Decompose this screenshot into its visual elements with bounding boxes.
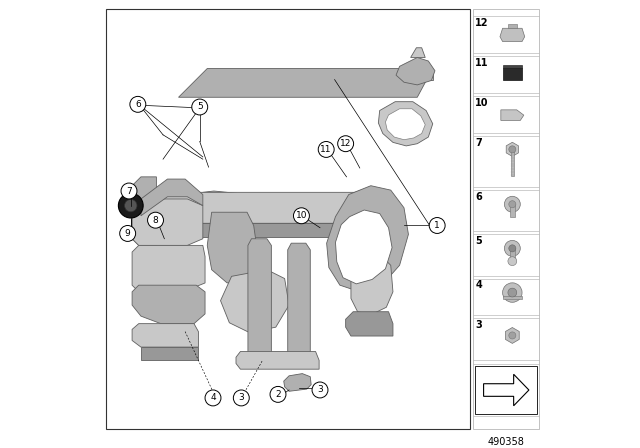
Circle shape	[294, 208, 309, 224]
Polygon shape	[284, 374, 311, 391]
Polygon shape	[203, 189, 406, 257]
Text: 3: 3	[239, 393, 244, 402]
Polygon shape	[288, 243, 310, 360]
Polygon shape	[346, 312, 393, 336]
Polygon shape	[351, 256, 393, 315]
Text: 11: 11	[321, 145, 332, 154]
Polygon shape	[132, 177, 156, 248]
Circle shape	[504, 196, 520, 212]
Bar	[502, 68, 522, 80]
Bar	[502, 65, 522, 68]
Bar	[472, 9, 539, 429]
Text: 3: 3	[317, 385, 323, 395]
Polygon shape	[141, 347, 198, 360]
Text: 4: 4	[475, 280, 482, 290]
Bar	[472, 234, 539, 276]
Polygon shape	[179, 69, 433, 97]
Circle shape	[148, 212, 163, 228]
Bar	[511, 149, 514, 176]
Bar	[475, 366, 537, 414]
Bar	[472, 136, 539, 187]
Circle shape	[509, 146, 516, 153]
Polygon shape	[411, 48, 425, 57]
Text: 2: 2	[275, 390, 281, 399]
Text: 490358: 490358	[487, 437, 524, 447]
Polygon shape	[132, 199, 203, 246]
Bar	[472, 364, 539, 416]
Circle shape	[121, 183, 137, 199]
Text: 4: 4	[210, 393, 216, 402]
Circle shape	[130, 96, 146, 112]
Text: 9: 9	[125, 229, 131, 238]
Polygon shape	[335, 210, 392, 284]
Circle shape	[338, 136, 354, 152]
Text: 5: 5	[197, 103, 203, 112]
Bar	[510, 204, 515, 217]
Text: 5: 5	[475, 236, 482, 246]
Polygon shape	[385, 109, 425, 140]
Circle shape	[508, 257, 516, 266]
Bar	[472, 96, 539, 133]
Polygon shape	[248, 239, 271, 360]
Text: 7: 7	[475, 138, 482, 148]
Polygon shape	[326, 186, 408, 292]
Circle shape	[312, 382, 328, 398]
Text: 10: 10	[475, 98, 489, 108]
Text: 6: 6	[135, 100, 141, 109]
Polygon shape	[156, 223, 355, 237]
Text: 10: 10	[296, 211, 307, 220]
Bar	[106, 9, 470, 429]
Text: 12: 12	[475, 18, 489, 28]
Bar	[472, 56, 539, 93]
Polygon shape	[508, 24, 516, 28]
Bar	[472, 16, 539, 53]
Text: 7: 7	[126, 186, 132, 195]
Text: 8: 8	[153, 215, 158, 225]
Polygon shape	[500, 28, 525, 42]
Text: 6: 6	[475, 192, 482, 202]
Polygon shape	[207, 212, 258, 283]
Polygon shape	[378, 102, 433, 146]
Bar	[510, 248, 515, 261]
Polygon shape	[132, 246, 205, 292]
Circle shape	[508, 288, 516, 297]
Polygon shape	[506, 327, 519, 344]
Circle shape	[118, 193, 143, 218]
Circle shape	[502, 283, 522, 302]
Circle shape	[429, 218, 445, 233]
Circle shape	[125, 199, 137, 212]
Bar	[472, 279, 539, 315]
Polygon shape	[132, 285, 205, 323]
Circle shape	[318, 142, 334, 157]
Polygon shape	[141, 179, 203, 216]
Circle shape	[504, 241, 520, 256]
Polygon shape	[156, 192, 378, 223]
Polygon shape	[207, 69, 433, 80]
Circle shape	[509, 332, 516, 339]
Text: 1: 1	[435, 221, 440, 230]
Polygon shape	[236, 352, 319, 369]
Circle shape	[205, 390, 221, 406]
Bar	[502, 296, 522, 299]
Bar	[472, 190, 539, 232]
Circle shape	[120, 225, 136, 241]
Polygon shape	[132, 323, 198, 347]
Polygon shape	[484, 374, 529, 406]
Circle shape	[270, 387, 286, 402]
Polygon shape	[506, 142, 518, 156]
Polygon shape	[501, 110, 524, 121]
Bar	[472, 319, 539, 360]
Circle shape	[192, 99, 208, 115]
Polygon shape	[221, 270, 289, 332]
Circle shape	[509, 245, 516, 252]
Text: 12: 12	[340, 139, 351, 148]
Polygon shape	[396, 57, 435, 85]
Text: 11: 11	[475, 58, 489, 68]
Circle shape	[509, 201, 516, 208]
Text: 3: 3	[475, 320, 482, 330]
Circle shape	[234, 390, 249, 406]
